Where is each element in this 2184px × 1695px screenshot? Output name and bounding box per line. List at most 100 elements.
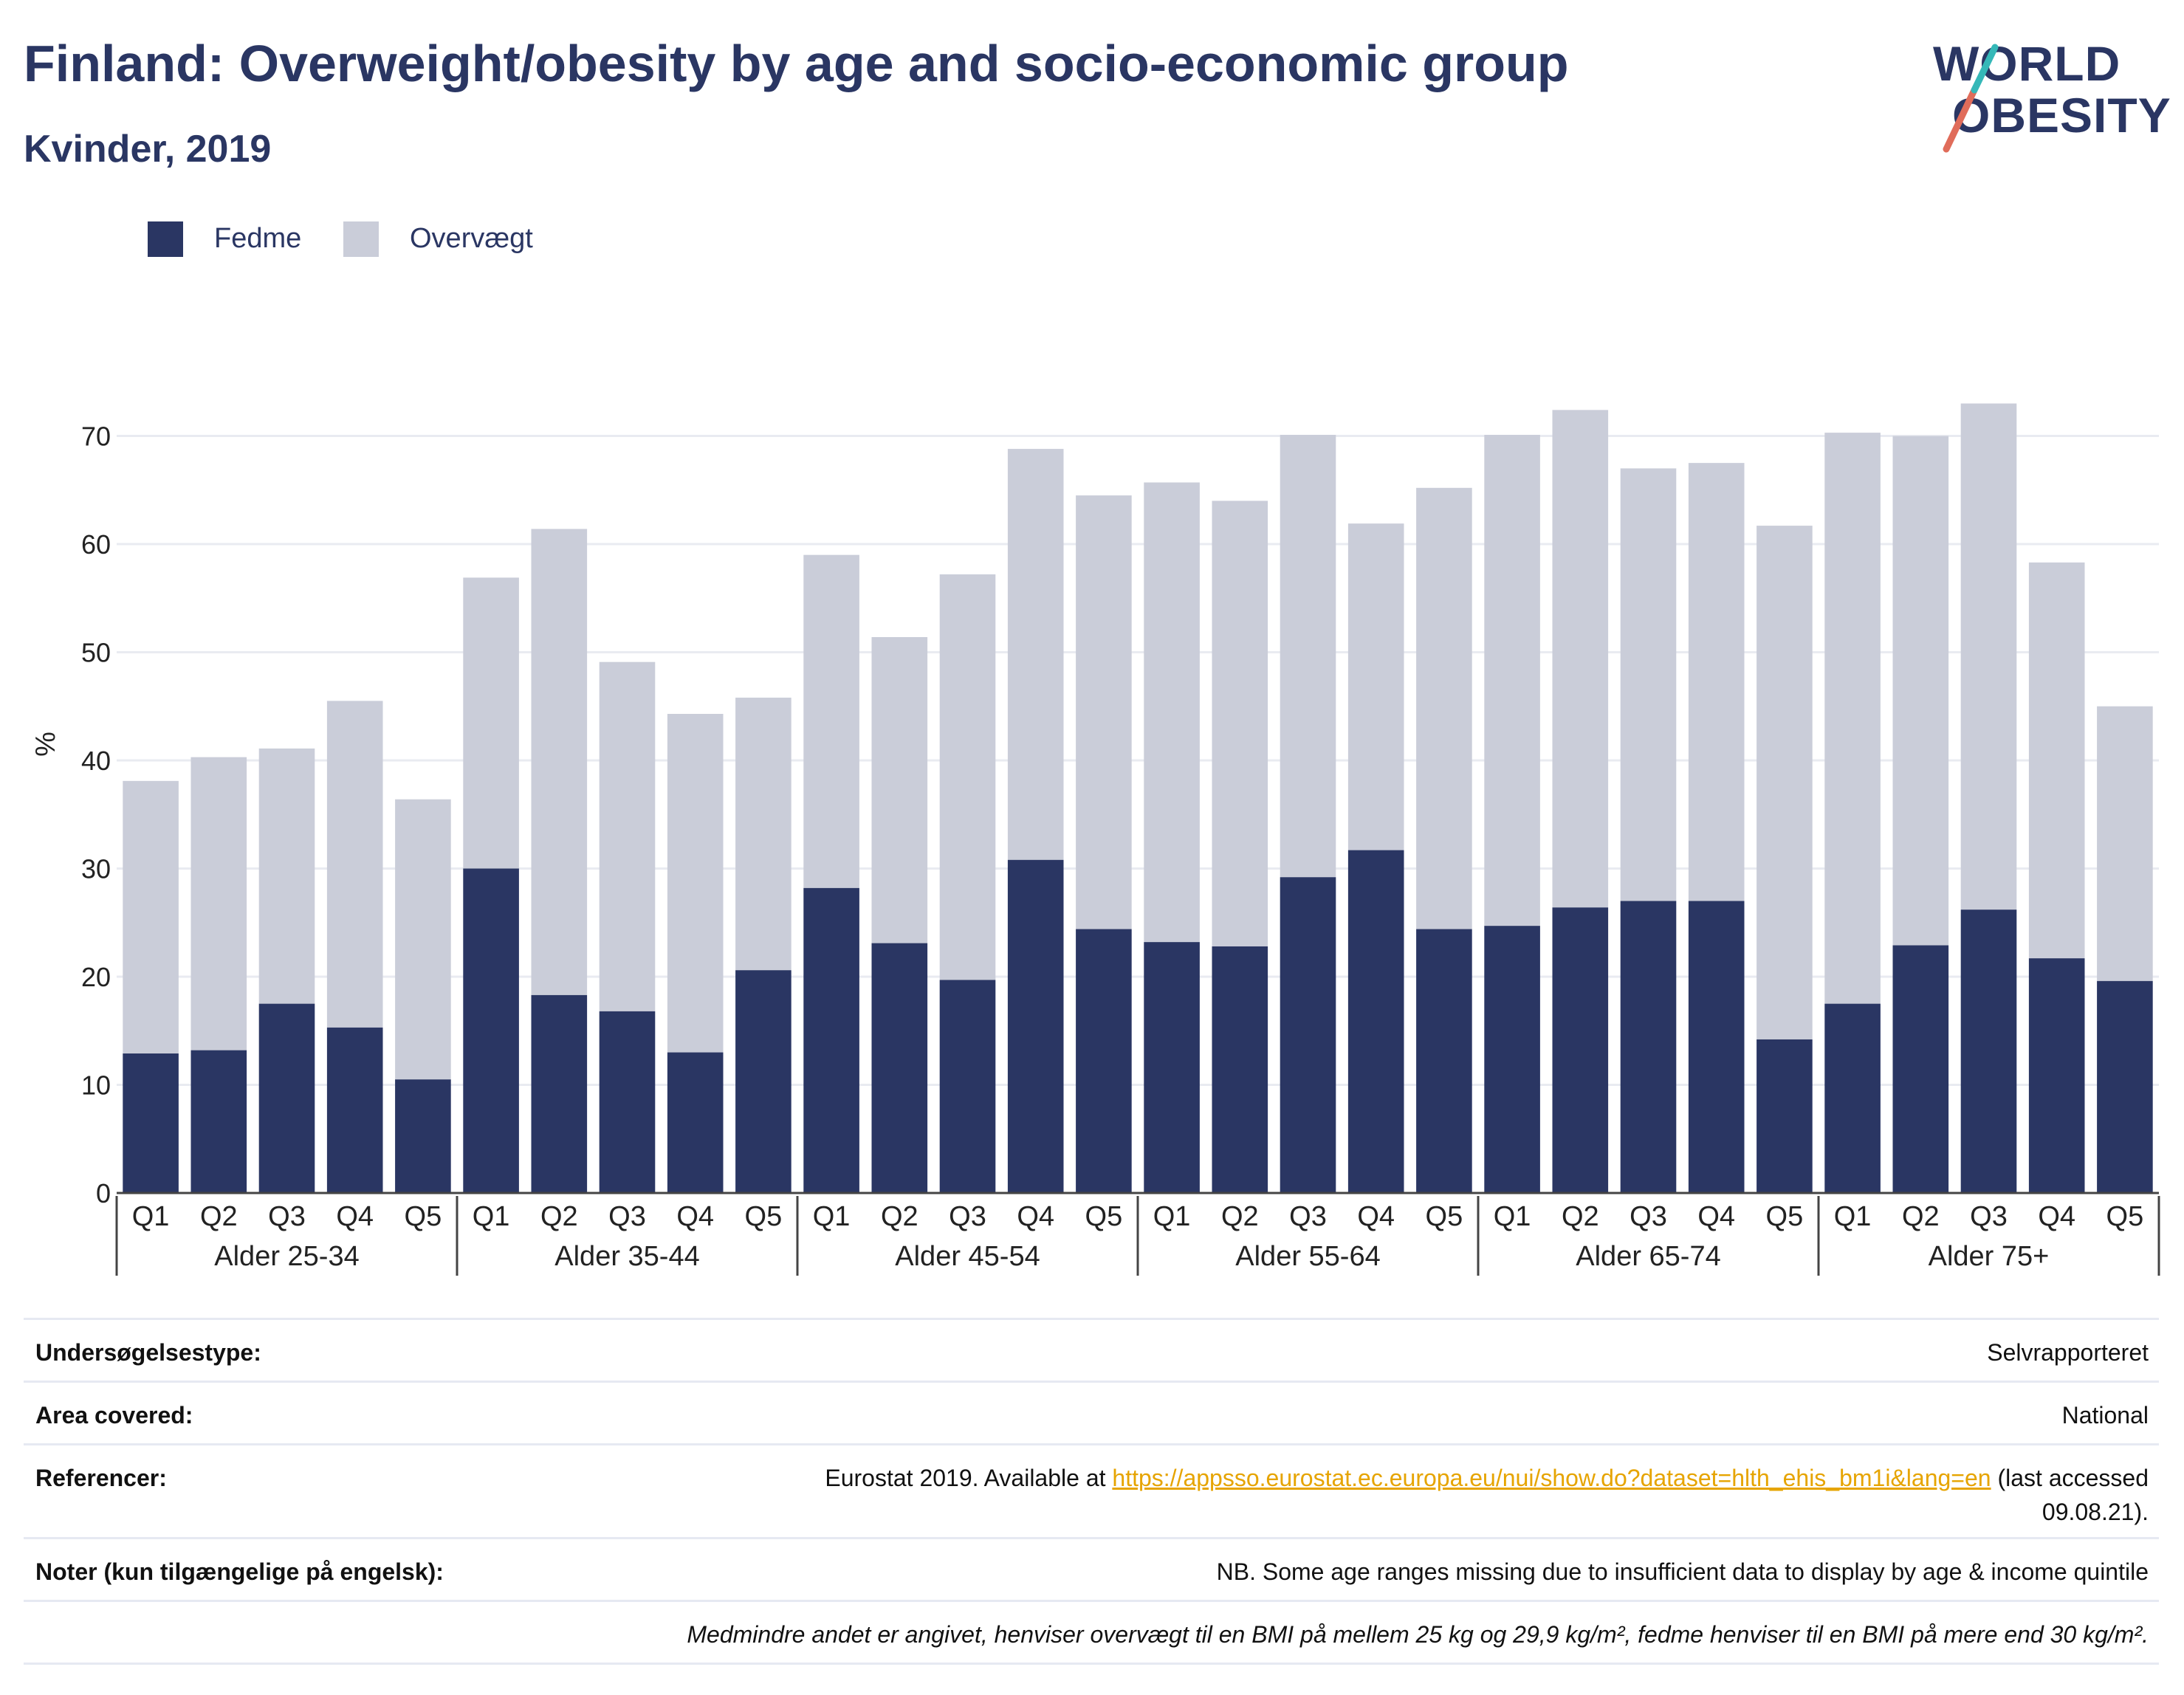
area-value: National [2061, 1402, 2149, 1428]
x-tick-label: Q4 [336, 1201, 374, 1232]
bar-overvaegt [1007, 449, 1064, 860]
bar-fedme [1892, 945, 1949, 1193]
bar-fedme [1552, 907, 1609, 1193]
bar-overvaegt [1347, 523, 1404, 850]
bar-fedme [190, 1050, 247, 1193]
reference-prefix: Eurostat 2019. Available at [825, 1465, 1113, 1491]
y-tick-label: 60 [81, 529, 111, 560]
x-tick-label: Q2 [540, 1201, 578, 1232]
area-label: Area covered: [35, 1402, 193, 1428]
x-tick-label: Q5 [745, 1201, 783, 1232]
bar-overvaegt [395, 799, 451, 1080]
references-value: Eurostat 2019. Available at https://apps… [825, 1465, 2149, 1492]
bar-fedme [1688, 901, 1745, 1193]
bar-fedme [1484, 926, 1540, 1193]
group-label: Alder 55-64 [1235, 1241, 1380, 1272]
bar-overvaegt [2028, 562, 2085, 959]
footnote: Medmindre andet er angivet, henviser ove… [687, 1621, 2149, 1648]
x-tick-label: Q4 [1697, 1201, 1735, 1232]
x-tick-label: Q1 [813, 1201, 851, 1232]
x-tick-label: Q4 [1017, 1201, 1054, 1232]
y-axis-title: % [30, 732, 61, 757]
bar-fedme [463, 868, 519, 1193]
bar-overvaegt [2097, 706, 2153, 981]
bar-fedme [735, 970, 791, 1193]
x-tick-label: Q3 [1289, 1201, 1327, 1232]
bar-overvaegt [1212, 501, 1268, 946]
notes-value: NB. Some age ranges missing due to insuf… [1216, 1558, 2149, 1585]
x-tick-label: Q3 [1630, 1201, 1667, 1232]
x-tick-label: Q4 [676, 1201, 714, 1232]
x-tick-label: Q1 [1834, 1201, 1872, 1232]
x-tick-label: Q2 [1902, 1201, 1940, 1232]
bar-overvaegt [1757, 526, 1813, 1039]
x-tick-label: Q2 [1221, 1201, 1259, 1232]
chart-subtitle: Kvinder, 2019 [24, 128, 272, 171]
bar-overvaegt [1960, 403, 2017, 910]
bar-fedme [1416, 929, 1472, 1193]
x-tick-label: Q3 [608, 1201, 646, 1232]
bar-overvaegt [1688, 463, 1745, 901]
bar-fedme [326, 1027, 383, 1193]
x-tick-label: Q1 [473, 1201, 510, 1232]
bar-overvaegt [190, 757, 247, 1051]
bar-overvaegt [599, 661, 656, 1011]
y-tick-label: 50 [81, 638, 111, 668]
bar-overvaegt [463, 577, 519, 869]
bar-fedme [1144, 942, 1200, 1193]
bar-fedme [1620, 901, 1677, 1193]
legend-label-overvaegt: Overvægt [410, 223, 533, 254]
bar-fedme [531, 994, 588, 1193]
info-row-notes: Noter (kun tilgængelige på engelsk): NB.… [24, 1537, 2159, 1600]
bar-fedme [2097, 980, 2153, 1193]
bar-overvaegt [667, 714, 724, 1053]
x-tick-label: Q2 [200, 1201, 238, 1232]
group-label: Alder 75+ [1929, 1241, 2050, 1272]
bar-fedme [1280, 877, 1336, 1193]
info-row-area: Area covered: National [24, 1381, 2159, 1443]
x-tick-label: Q5 [1085, 1201, 1123, 1232]
x-tick-label: Q4 [1357, 1201, 1395, 1232]
notes-label: Noter (kun tilgængelige på engelsk): [35, 1558, 444, 1585]
bar-fedme [1960, 910, 2017, 1193]
y-tick-label: 20 [81, 962, 111, 992]
references-label: Referencer: [35, 1465, 167, 1491]
references-date: 09.08.21). [2042, 1499, 2149, 1525]
legend-swatch-overvaegt [343, 221, 379, 257]
bar-overvaegt [123, 780, 179, 1054]
x-tick-label: Q1 [1153, 1201, 1191, 1232]
bar-overvaegt [531, 529, 588, 995]
y-tick-label: 40 [81, 746, 111, 776]
bar-fedme [395, 1079, 451, 1193]
bar-fedme [599, 1011, 656, 1193]
x-tick-label: Q3 [949, 1201, 986, 1232]
bar-overvaegt [1824, 433, 1881, 1004]
x-tick-label: Q2 [1562, 1201, 1599, 1232]
bar-overvaegt [735, 698, 791, 971]
x-tick-label: Q1 [1494, 1201, 1531, 1232]
bar-fedme [258, 1003, 315, 1193]
bar-fedme [939, 980, 996, 1193]
legend-swatch-fedme [148, 221, 183, 257]
info-row-references: Referencer: Eurostat 2019. Available at … [24, 1443, 2159, 1537]
y-tick-label: 0 [96, 1178, 111, 1208]
bar-fedme [1076, 929, 1132, 1193]
bar-overvaegt [326, 701, 383, 1028]
bar-fedme [803, 887, 859, 1193]
x-tick-label: Q3 [268, 1201, 306, 1232]
world-obesity-logo: WORLD OBESITY [1927, 22, 2171, 155]
group-label: Alder 35-44 [554, 1241, 699, 1272]
bar-overvaegt [258, 748, 315, 1004]
bar-fedme [2028, 958, 2085, 1193]
info-table: Undersøgelsestype: Selvrapporteret Area … [24, 1318, 2159, 1665]
bar-fedme [1212, 946, 1268, 1193]
bar-overvaegt [1144, 482, 1200, 943]
y-tick-label: 70 [81, 422, 111, 452]
reference-link[interactable]: https://appsso.eurostat.ec.europa.eu/nui… [1112, 1465, 1991, 1491]
survey-type-value: Selvrapporteret [1987, 1339, 2149, 1366]
chart-title: Finland: Overweight/obesity by age and s… [24, 35, 1569, 92]
group-label: Alder 45-54 [895, 1241, 1040, 1272]
bar-overvaegt [1416, 487, 1472, 929]
x-tick-label: Q5 [405, 1201, 442, 1232]
legend-label-fedme: Fedme [214, 223, 302, 254]
